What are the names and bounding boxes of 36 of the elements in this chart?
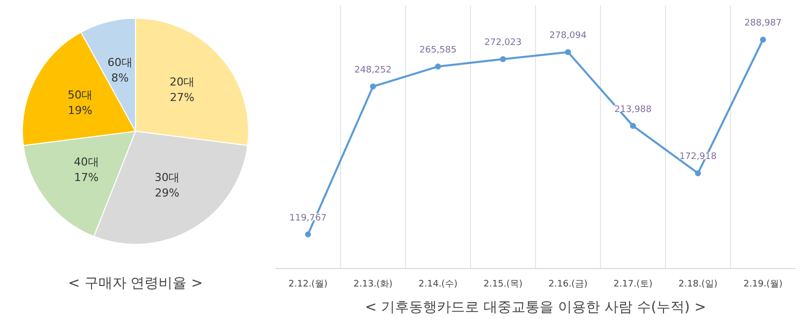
slice-label: 40대: [74, 156, 99, 169]
point: [630, 122, 636, 129]
slice-label: 50대: [68, 88, 93, 102]
data-label: 278,094: [549, 31, 587, 42]
point: [435, 64, 441, 70]
slice-label: 30대: [154, 171, 180, 184]
data-label: 272,023: [484, 38, 522, 48]
x-tick-label: 2.12.(월): [288, 280, 328, 290]
slice-label: 20대: [170, 75, 195, 88]
point: [500, 56, 506, 62]
x-tick-label: 2.17.(토): [614, 280, 652, 290]
point: [565, 49, 571, 56]
x-tick-label: 2.13.(화): [354, 280, 392, 290]
text: < 구매자 연령비율 >: [68, 276, 203, 292]
x-tick-label: 2.19.(월): [744, 280, 782, 290]
x-tick-label: 2.15.(목): [484, 280, 522, 290]
slice-label: 60대: [108, 56, 133, 70]
x-tick-label: 2.14.(수): [418, 280, 458, 290]
point: [760, 36, 766, 43]
data-label: 172,918: [679, 152, 717, 162]
point: [305, 231, 311, 238]
data-label: 29%: [154, 186, 180, 200]
data-label: 265,585: [419, 46, 457, 56]
point: [370, 83, 376, 90]
data-label: 248,252: [354, 65, 392, 76]
data-label: 288,987: [744, 18, 782, 29]
data-label: 17%: [74, 171, 99, 184]
x-tick-label: 2.16.(금): [548, 280, 588, 290]
x-tick-label: 2.18.(일): [678, 280, 718, 290]
data-label: 213,988: [614, 104, 652, 115]
data-label: 27%: [170, 90, 194, 104]
data-label: 119,767: [289, 213, 327, 224]
text: < 기후동행카드로 대중교통을 이용한 사람 수(누적) >: [364, 300, 706, 316]
data-label: 19%: [68, 104, 92, 118]
data-label: 8%: [111, 72, 129, 85]
point: [695, 170, 701, 176]
